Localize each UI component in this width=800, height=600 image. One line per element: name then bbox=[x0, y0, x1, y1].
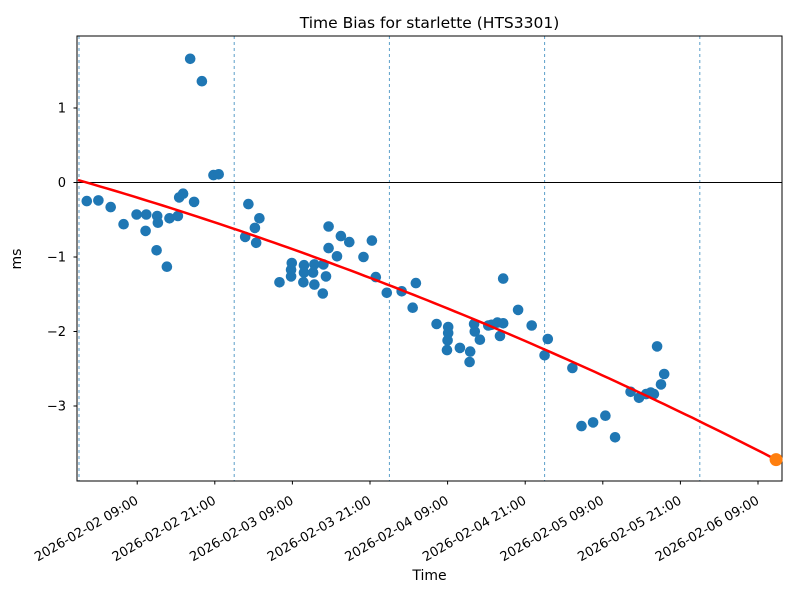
scatter-point bbox=[576, 420, 587, 432]
scatter-point bbox=[152, 217, 164, 228]
scatter-point bbox=[600, 410, 611, 422]
y-tick-label: 0 bbox=[58, 176, 66, 191]
scatter-point bbox=[298, 277, 309, 288]
scatter-point bbox=[526, 320, 537, 331]
scatter-point bbox=[161, 261, 173, 273]
y-tick-label: −1 bbox=[47, 251, 66, 266]
y-tick-label: −3 bbox=[47, 400, 66, 415]
scatter-point bbox=[196, 75, 208, 87]
scatter-point bbox=[331, 250, 343, 262]
scatter-point bbox=[497, 273, 509, 284]
plot-border bbox=[76, 35, 783, 482]
scatter-point bbox=[320, 271, 332, 282]
scatter-point bbox=[307, 267, 319, 278]
y-tick-label: −2 bbox=[47, 325, 66, 340]
scatter-point bbox=[651, 341, 663, 352]
scatter-point bbox=[250, 237, 262, 249]
scatter-point bbox=[464, 346, 476, 357]
scatter-point bbox=[335, 230, 347, 242]
scatter-point bbox=[441, 344, 453, 356]
scatter-point bbox=[317, 288, 329, 299]
scatter-point bbox=[469, 326, 481, 337]
scatter-point bbox=[587, 417, 599, 428]
scatter-point bbox=[609, 432, 621, 443]
x-axis-label: Time bbox=[412, 568, 447, 584]
scatter-point bbox=[567, 362, 578, 374]
scatter-point bbox=[323, 221, 334, 232]
scatter-point bbox=[494, 330, 506, 342]
scatter-point bbox=[464, 356, 475, 368]
scatter-point bbox=[497, 318, 509, 329]
scatter-point bbox=[286, 257, 298, 269]
scatter-point bbox=[442, 327, 454, 339]
prediction-point bbox=[769, 453, 783, 467]
scatter-point bbox=[474, 334, 486, 346]
scatter-point bbox=[381, 287, 393, 299]
scatter-point bbox=[366, 235, 378, 246]
scatter-point bbox=[298, 267, 310, 278]
scatter-point bbox=[188, 196, 200, 208]
scatter-point bbox=[539, 350, 550, 361]
scatter-point bbox=[407, 302, 419, 314]
scatter-point bbox=[141, 209, 152, 220]
scatter-point bbox=[254, 213, 265, 224]
scatter-point bbox=[358, 251, 369, 263]
scatter-point bbox=[655, 379, 667, 390]
scatter-point bbox=[177, 188, 189, 199]
scatter-point bbox=[542, 333, 554, 345]
scatter-point bbox=[131, 209, 142, 220]
y-tick-label: 1 bbox=[58, 102, 66, 117]
scatter-point bbox=[243, 198, 254, 210]
scatter-point bbox=[298, 259, 310, 271]
trend-line bbox=[77, 179, 778, 461]
scatter-point bbox=[249, 222, 261, 234]
scatter-point bbox=[323, 242, 334, 254]
scatter-point bbox=[309, 259, 320, 270]
scatter-point bbox=[285, 271, 297, 282]
scatter-point bbox=[172, 210, 184, 222]
scatter-point bbox=[658, 368, 670, 380]
scatter-point bbox=[105, 201, 116, 213]
scatter-point bbox=[151, 245, 162, 256]
scatter-point bbox=[512, 304, 524, 316]
scatter-point bbox=[344, 236, 355, 248]
scatter-point bbox=[454, 342, 466, 354]
scatter-point bbox=[213, 169, 224, 180]
scatter-point bbox=[309, 279, 320, 290]
scatter-point bbox=[410, 277, 422, 289]
scatter-point bbox=[431, 318, 442, 330]
scatter-point bbox=[274, 277, 285, 288]
scatter-point bbox=[164, 213, 175, 224]
scatter-point bbox=[93, 195, 104, 206]
scatter-point bbox=[81, 195, 93, 207]
chart-title: Time Bias for starlette (HTS3301) bbox=[299, 14, 560, 32]
scatter-point bbox=[118, 218, 129, 230]
scatter-point bbox=[140, 225, 151, 237]
scatter-point bbox=[184, 53, 196, 65]
